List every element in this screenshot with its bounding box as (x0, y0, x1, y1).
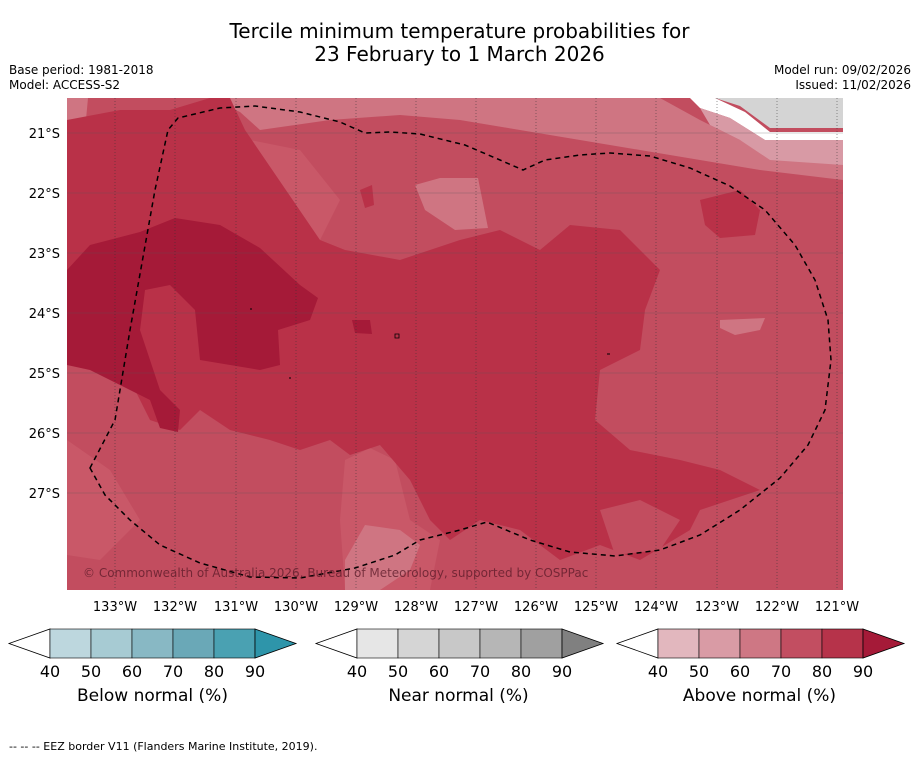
near-normal-colorbar-tick: 90 (552, 662, 572, 681)
near-normal-colorbar-segment (479, 628, 522, 659)
lat-axis: 21°S 22°S 23°S 24°S 25°S 26°S 27°S (29, 127, 60, 502)
above-normal-60-patch-east (720, 318, 765, 335)
above-normal-90-patch-small (352, 320, 372, 334)
near-normal-colorbar-high-extension (561, 628, 605, 659)
lat-label: 25°S (29, 367, 60, 382)
below-normal-colorbar-tick: 70 (163, 662, 183, 681)
near-normal-colorbar-segment (356, 628, 399, 659)
model-run-date: Model run: 09/02/2026 (773, 63, 911, 77)
above-normal-colorbar-segment (821, 628, 864, 659)
map-title-line-1: Tercile minimum temperature probabilitie… (229, 19, 690, 43)
above-normal-60-patch-south (345, 525, 420, 590)
lat-label: 22°S (29, 187, 60, 202)
no-data-band-northeast (690, 98, 843, 140)
near-normal-colorbar-tick: 50 (388, 662, 408, 681)
above-normal-colorbar-tick: 80 (812, 662, 832, 681)
below-normal-colorbar-tick: 60 (122, 662, 142, 681)
above-normal-colorbar-high-extension (862, 628, 906, 659)
lon-label: 128°W (394, 600, 438, 615)
issued-date: Issued: 11/02/2026 (795, 78, 911, 92)
below-normal-colorbar-tick: 80 (204, 662, 224, 681)
above-normal-colorbar-tick: 90 (853, 662, 873, 681)
below-normal-colorbar-segment (90, 628, 133, 659)
near-normal-region-northeast (715, 98, 843, 128)
below-normal-label: Below normal (%) (77, 686, 228, 706)
below-normal-colorbar: 40 50 60 70 80 90 (7, 628, 298, 681)
lon-label: 126°W (514, 600, 558, 615)
above-normal-colorbar-low-extension (615, 628, 659, 659)
lat-label: 21°S (29, 127, 60, 142)
lon-label: 122°W (755, 600, 799, 615)
below-normal-colorbar-low-extension (7, 628, 51, 659)
above-normal-60-patch-central (415, 178, 488, 230)
lon-label: 127°W (454, 600, 498, 615)
above-normal-colorbar-segment (657, 628, 700, 659)
above-normal-70-patch-southeast (600, 500, 680, 555)
above-normal-label: Above normal (%) (682, 686, 837, 706)
above-normal-50-band-northeast (700, 108, 843, 165)
lat-gridlines (67, 132, 843, 494)
lon-axis: 133°W 132°W 131°W 130°W 129°W 128°W 127°… (93, 600, 859, 615)
near-normal-colorbar-tick: 80 (511, 662, 531, 681)
lon-label: 129°W (334, 600, 378, 615)
above-normal-80-patch-small (360, 185, 374, 208)
above-normal-colorbar-tick: 40 (648, 662, 668, 681)
near-normal-colorbar: 40 50 60 70 80 90 (314, 628, 605, 681)
near-normal-colorbar-segment (397, 628, 440, 659)
lon-label: 131°W (214, 600, 258, 615)
above-normal-colorbar: 40 50 60 70 80 90 (615, 628, 906, 681)
above-normal-70-lighter-patch-southwest (67, 440, 140, 560)
below-normal-colorbar-tick: 90 (245, 662, 265, 681)
lon-label: 124°W (634, 600, 678, 615)
forecast-map: © Commonwealth of Australia 2026, Bureau… (29, 98, 859, 615)
base-period: Base period: 1981-2018 (9, 63, 154, 77)
above-normal-colorbar-tick: 60 (730, 662, 750, 681)
island-marker (394, 333, 400, 339)
lon-label: 123°W (695, 600, 739, 615)
above-normal-colorbar-segment (780, 628, 823, 659)
lon-label: 133°W (93, 600, 137, 615)
copyright-text: © Commonwealth of Australia 2026, Bureau… (83, 566, 588, 580)
above-normal-80-region (67, 98, 760, 560)
above-normal-colorbar-tick: 70 (771, 662, 791, 681)
near-normal-colorbar-segment (520, 628, 563, 659)
near-normal-colorbar-tick: 70 (470, 662, 490, 681)
below-normal-colorbar-high-extension (254, 628, 298, 659)
lon-label: 125°W (574, 600, 618, 615)
near-normal-colorbar-tick: 40 (347, 662, 367, 681)
above-normal-90-region (67, 218, 318, 432)
below-normal-colorbar-segment (49, 628, 92, 659)
above-normal-colorbar-segment (739, 628, 782, 659)
colorbars: 40 50 60 70 80 90 40 50 60 70 80 90 40 50 60 70 80 90 (7, 628, 906, 681)
lat-label: 27°S (29, 487, 60, 502)
below-normal-colorbar-segment (213, 628, 256, 659)
lon-label: 132°W (153, 600, 197, 615)
lat-label: 24°S (29, 307, 60, 322)
near-normal-colorbar-tick: 60 (429, 662, 449, 681)
near-normal-colorbar-segment (438, 628, 481, 659)
lat-label: 26°S (29, 427, 60, 442)
lon-label: 130°W (274, 600, 318, 615)
near-normal-colorbar-low-extension (314, 628, 358, 659)
map-title-line-2: 23 February to 1 March 2026 (314, 42, 605, 66)
below-normal-colorbar-tick: 40 (40, 662, 60, 681)
above-normal-colorbar-segment (698, 628, 741, 659)
above-normal-60-band-north (210, 98, 843, 180)
above-normal-80-patch-east (700, 190, 760, 238)
eez-border (89, 105, 832, 579)
above-normal-colorbar-tick: 50 (689, 662, 709, 681)
near-normal-label: Near normal (%) (388, 686, 529, 706)
lat-label: 23°S (29, 247, 60, 262)
below-normal-colorbar-segment (131, 628, 174, 659)
below-normal-colorbar-tick: 50 (81, 662, 101, 681)
below-normal-colorbar-segment (172, 628, 215, 659)
eez-footnote: -- -- -- EEZ border V11 (Flanders Marine… (9, 740, 318, 753)
lon-label: 121°W (815, 600, 859, 615)
model-name: Model: ACCESS-S2 (9, 78, 121, 92)
